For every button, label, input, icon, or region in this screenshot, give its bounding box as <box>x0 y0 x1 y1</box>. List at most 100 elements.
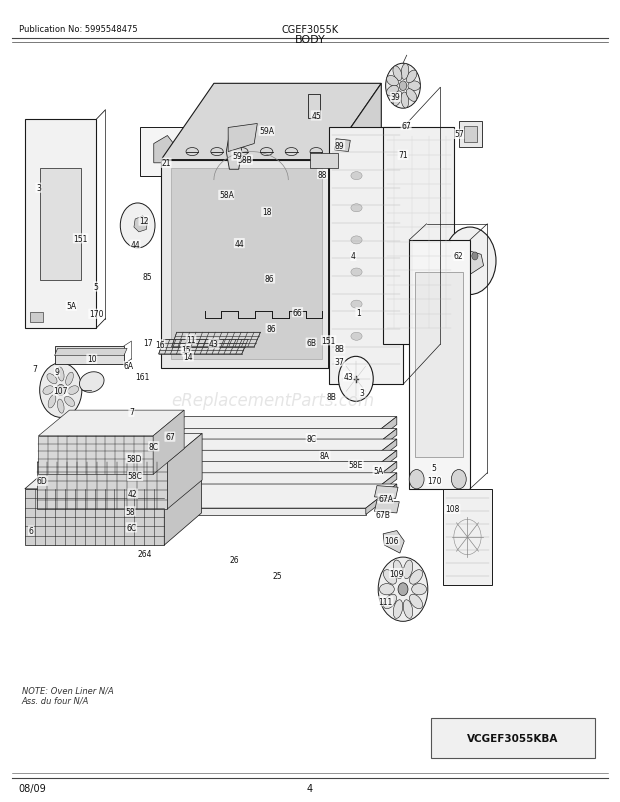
Ellipse shape <box>379 584 394 595</box>
Polygon shape <box>310 154 338 168</box>
Polygon shape <box>167 434 202 509</box>
Text: 58C: 58C <box>128 472 143 481</box>
Polygon shape <box>154 497 366 504</box>
Text: 71: 71 <box>398 151 408 160</box>
Polygon shape <box>459 122 482 148</box>
Text: eReplacementParts.com: eReplacementParts.com <box>171 392 374 410</box>
Text: 170: 170 <box>427 476 441 486</box>
Ellipse shape <box>403 561 413 579</box>
Circle shape <box>40 363 82 418</box>
Text: 16: 16 <box>155 340 165 350</box>
Text: 44: 44 <box>130 241 140 250</box>
Text: 58D: 58D <box>126 454 141 464</box>
Text: 170: 170 <box>89 310 104 319</box>
Polygon shape <box>154 473 397 497</box>
Text: 21: 21 <box>161 159 171 168</box>
Polygon shape <box>38 436 153 475</box>
Text: CGEF3055K: CGEF3055K <box>281 25 339 34</box>
Text: 161: 161 <box>135 372 150 382</box>
Text: 11: 11 <box>186 335 196 345</box>
Ellipse shape <box>351 333 362 341</box>
Ellipse shape <box>66 373 73 386</box>
Text: 44: 44 <box>234 239 244 249</box>
Text: 1: 1 <box>356 308 361 318</box>
Polygon shape <box>383 531 404 553</box>
Text: 4: 4 <box>307 783 313 792</box>
Text: 108: 108 <box>445 504 460 514</box>
Text: NOTE: Oven Liner N/A
Ass. du four N/A: NOTE: Oven Liner N/A Ass. du four N/A <box>22 686 113 705</box>
Polygon shape <box>409 241 470 489</box>
Text: 8A: 8A <box>320 452 330 461</box>
Text: 25: 25 <box>273 571 283 581</box>
Ellipse shape <box>401 64 409 80</box>
Ellipse shape <box>351 269 362 277</box>
Polygon shape <box>38 411 184 436</box>
Text: 59: 59 <box>232 152 242 161</box>
Ellipse shape <box>48 395 56 408</box>
Text: 86: 86 <box>265 274 275 284</box>
Ellipse shape <box>393 91 402 107</box>
Ellipse shape <box>412 584 427 595</box>
Text: 5: 5 <box>94 282 99 292</box>
Ellipse shape <box>58 399 64 414</box>
Text: 57: 57 <box>454 130 464 140</box>
Polygon shape <box>228 124 257 152</box>
Polygon shape <box>37 463 167 509</box>
Ellipse shape <box>403 600 413 618</box>
Text: 5A: 5A <box>66 302 76 311</box>
Polygon shape <box>415 273 463 457</box>
Polygon shape <box>366 462 397 492</box>
Polygon shape <box>55 346 124 365</box>
Polygon shape <box>374 500 399 513</box>
Ellipse shape <box>58 367 64 382</box>
Ellipse shape <box>406 71 417 83</box>
Polygon shape <box>366 484 397 515</box>
Polygon shape <box>154 484 397 508</box>
Text: 08/09: 08/09 <box>19 783 46 792</box>
Polygon shape <box>154 429 397 453</box>
Text: 6A: 6A <box>124 362 134 371</box>
Text: 67: 67 <box>401 121 411 131</box>
Ellipse shape <box>383 570 397 585</box>
Text: 8B: 8B <box>335 344 345 354</box>
Polygon shape <box>25 457 202 489</box>
Polygon shape <box>154 464 366 470</box>
Text: 66: 66 <box>293 308 303 318</box>
Circle shape <box>378 557 428 622</box>
Ellipse shape <box>409 594 423 609</box>
Polygon shape <box>366 473 397 504</box>
Circle shape <box>399 82 407 91</box>
Text: 111: 111 <box>379 597 392 606</box>
Ellipse shape <box>409 570 423 585</box>
Ellipse shape <box>351 301 362 309</box>
Text: 106: 106 <box>384 536 399 545</box>
Text: 10: 10 <box>87 354 97 364</box>
Text: 67B: 67B <box>376 510 391 520</box>
Text: 62: 62 <box>454 252 464 261</box>
Circle shape <box>56 385 65 396</box>
Text: 3: 3 <box>36 184 41 193</box>
Text: 89: 89 <box>335 141 345 151</box>
Polygon shape <box>55 349 127 356</box>
Polygon shape <box>159 340 248 354</box>
Ellipse shape <box>43 387 54 395</box>
Text: 85: 85 <box>143 272 153 282</box>
Text: 6: 6 <box>29 526 33 536</box>
Text: 15: 15 <box>181 345 191 354</box>
Text: 17: 17 <box>143 338 153 348</box>
Circle shape <box>444 228 496 295</box>
Text: 45: 45 <box>311 111 321 121</box>
Text: 5: 5 <box>432 464 436 473</box>
Ellipse shape <box>351 172 362 180</box>
Ellipse shape <box>386 76 399 87</box>
Ellipse shape <box>351 237 362 245</box>
Polygon shape <box>25 120 96 329</box>
Text: 12: 12 <box>139 217 149 226</box>
Polygon shape <box>161 84 381 160</box>
Ellipse shape <box>47 375 57 384</box>
Ellipse shape <box>68 387 79 395</box>
Polygon shape <box>154 475 366 481</box>
Polygon shape <box>154 453 366 460</box>
Polygon shape <box>154 439 397 464</box>
Polygon shape <box>161 160 329 369</box>
